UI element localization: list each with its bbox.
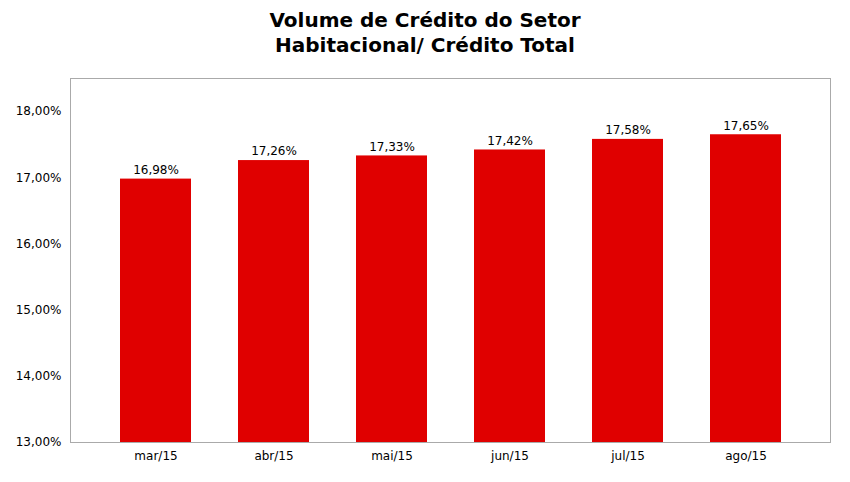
svg-text:14,00%: 14,00% [16,369,62,383]
svg-text:16,00%: 16,00% [16,237,62,251]
html-text:Habitacional/ Crédito Total: Habitacional/ Crédito Total [275,33,575,57]
svg-text:mai/15: mai/15 [371,449,413,463]
svg-text:ago/15: ago/15 [725,449,767,463]
svg-text:17,58%: 17,58% [605,123,651,137]
svg-text:13,00%: 13,00% [16,435,62,449]
svg-text:17,42%: 17,42% [487,134,533,148]
svg-text:17,65%: 17,65% [723,119,769,133]
svg-text:18,00%: 18,00% [16,104,62,118]
svg-text:mar/15: mar/15 [134,449,177,463]
svg-text:15,00%: 15,00% [16,303,62,317]
svg-text:17,00%: 17,00% [16,171,62,185]
svg-text:16,98%: 16,98% [133,163,179,177]
svg-text:17,26%: 17,26% [251,144,297,158]
html-text:Volume de Crédito do Setor: Volume de Crédito do Setor [269,8,581,32]
svg-text:jun/15: jun/15 [490,449,529,463]
svg-text:17,33%: 17,33% [369,140,415,154]
svg-text:jul/15: jul/15 [610,449,645,463]
svg-text:abr/15: abr/15 [254,449,293,463]
